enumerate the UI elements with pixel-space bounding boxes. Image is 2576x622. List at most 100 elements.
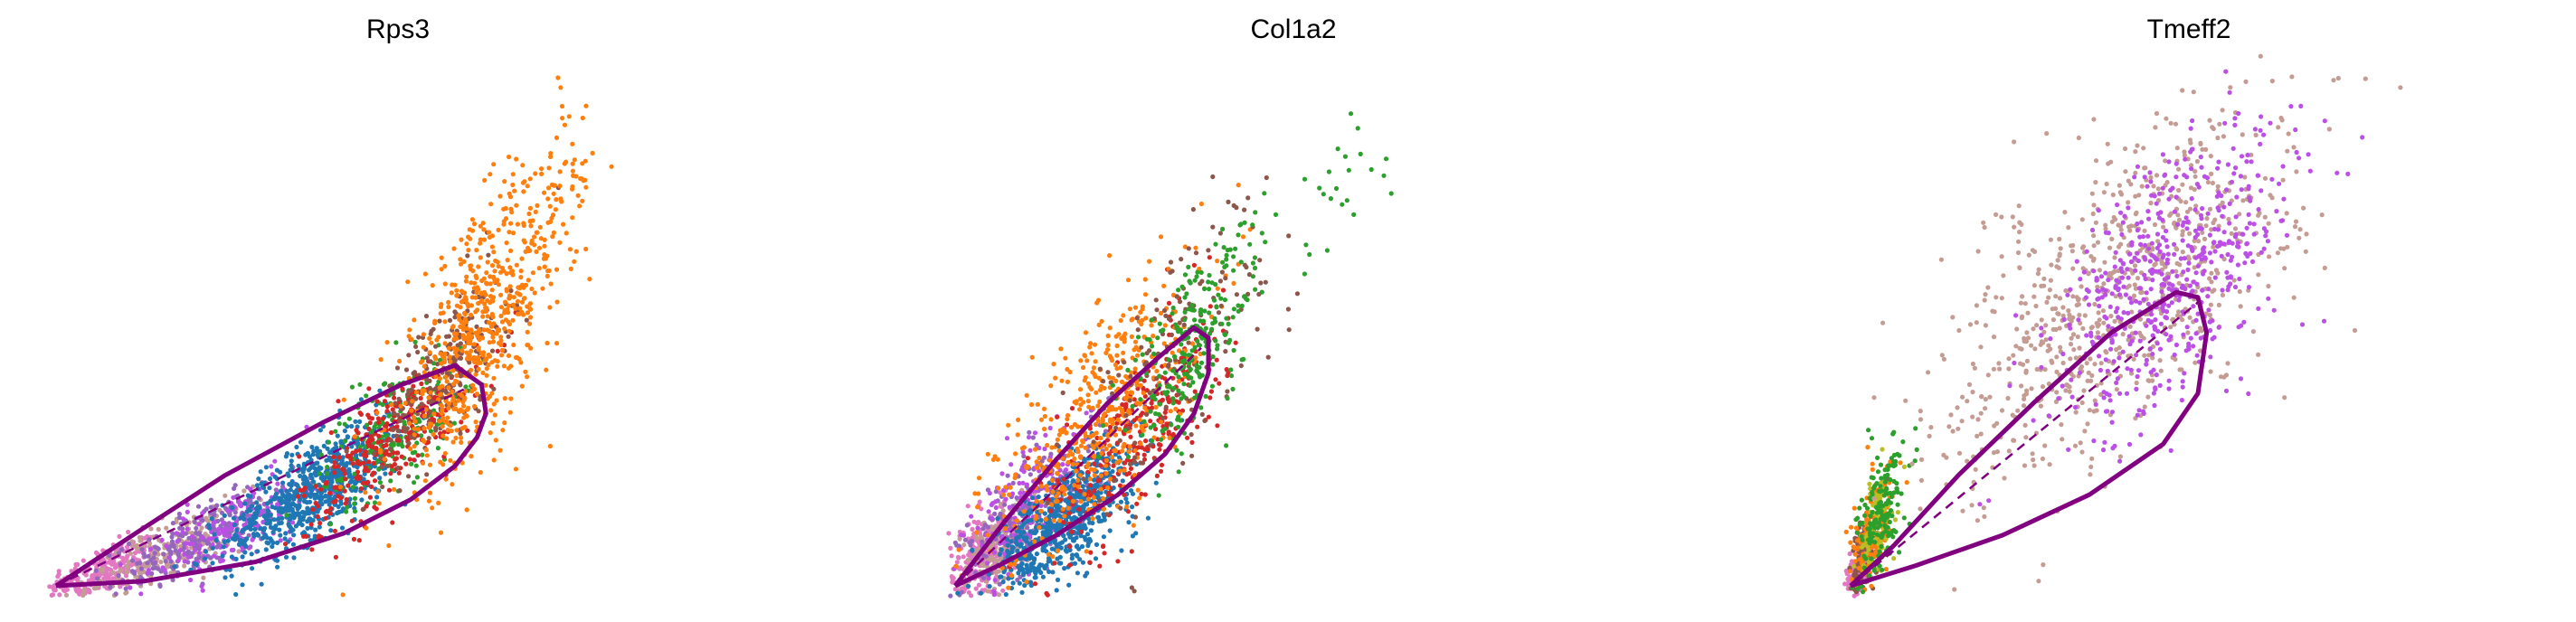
scatter-point [442,351,448,356]
scatter-point [439,410,444,416]
scatter-point [450,482,455,487]
scatter-point [301,481,307,486]
scatter-point [386,487,393,493]
scatter-point [420,460,426,466]
scatter-point [1020,449,1026,455]
scatter-point [1042,446,1047,452]
scatter-point [1104,438,1111,443]
scatter-point [129,543,135,549]
scatter-point [200,511,205,516]
scatter-point [371,451,376,457]
scatter-point [1037,455,1042,461]
scatter-point [409,408,414,413]
scatter-point [357,444,363,449]
scatter-point [263,465,269,470]
scatter-point [174,531,179,536]
scatter-point [1063,467,1069,473]
scatter-point [478,240,483,246]
scatter-point [476,354,481,360]
scatter-point [498,313,504,319]
scatter-point [175,551,181,557]
scatter-point [396,470,402,476]
scatter-point [987,490,992,496]
scatter-point [212,512,217,518]
scatter-point [485,396,490,401]
scatter-point [515,298,521,304]
scatter-point [1055,437,1060,442]
scatter-point [573,249,579,254]
scatter-point [284,494,289,499]
scatter-point [261,485,267,491]
scatter-point [356,538,362,543]
scatter-point [451,420,457,426]
scatter-point [331,464,337,469]
scatter-point [526,249,531,254]
scatter-point [523,369,528,374]
scatter-point [438,530,444,535]
scatter-point [277,527,282,532]
scatter-point [1208,395,1213,401]
scatter-point [299,509,306,515]
scatter-point [1007,504,1012,510]
scatter-point [539,166,545,172]
scatter-point [446,405,451,410]
scatter-point [1094,300,1100,306]
scatter-point [1038,417,1045,422]
scatter-point [493,438,498,443]
scatter-point [1085,392,1091,398]
scatter-point [290,509,296,514]
scatter-point [1092,467,1097,473]
scatter-point [1087,483,1093,488]
scatter-point [1114,366,1120,372]
scatter-point [197,538,203,543]
scatter-point [168,559,174,564]
scatter-point [1078,358,1084,363]
scatter-point [443,374,449,380]
scatter-point [1028,448,1033,453]
scatter-panel-rps3: Rps3 [47,14,614,598]
scatter-point [1046,569,1052,575]
scatter-point [507,284,513,289]
scatter-point [460,333,466,338]
scatter-point [192,561,197,567]
scatter-point [957,536,962,542]
scatter-point [351,536,356,542]
scatter-point [388,438,393,443]
scatter-point [527,218,534,223]
scatter-point [297,454,302,459]
scatter-point [263,489,269,495]
scatter-point [446,304,451,310]
scatter-point [247,517,252,523]
scatter-point [525,343,530,348]
scatter-point [388,471,393,476]
scatter-point [413,396,419,401]
scatter-point [371,440,376,446]
scatter-point [990,527,995,532]
scatter-point [1078,533,1084,539]
scatter-point [286,473,291,478]
scatter-point [1111,458,1116,464]
scatter-point [464,350,469,355]
scatter-point [1014,536,1019,542]
scatter-point [1047,457,1053,463]
scatter-point [296,463,301,468]
scatter-point [490,295,497,300]
scatter-point [290,542,296,547]
scatter-point [1020,566,1026,572]
scatter-point [979,506,984,512]
scatter-point [185,509,190,515]
scatter-point [1162,323,1168,328]
scatter-point [1143,438,1149,444]
scatter-point [433,386,439,391]
scatter-point [496,263,501,269]
scatter-point [1125,509,1131,514]
scatter-point [1033,575,1038,580]
scatter-point [222,539,227,545]
scatter-point [433,356,439,362]
scatter-point [422,271,428,277]
scatter-point [201,575,206,580]
scatter-point [962,537,968,542]
scatter-point [507,154,512,160]
scatter-point [469,454,474,459]
scatter-point [525,374,530,380]
